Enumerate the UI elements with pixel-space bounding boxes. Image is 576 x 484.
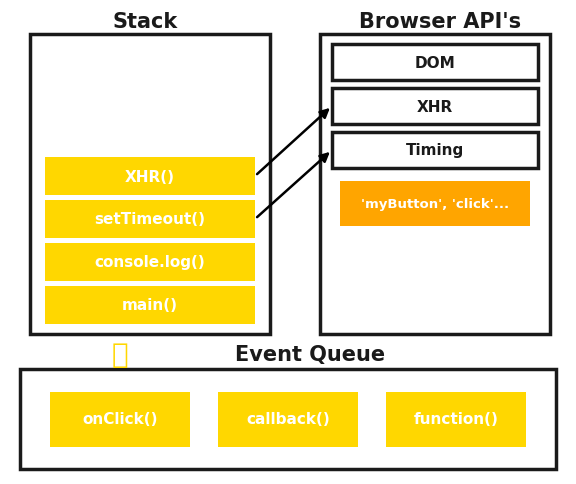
Bar (20, 369, 556, 469)
Bar (332, 45, 538, 81)
Text: Browser API's: Browser API's (359, 12, 521, 32)
Text: setTimeout(): setTimeout() (94, 212, 206, 227)
Bar (30, 35, 270, 334)
Text: callback(): callback() (246, 412, 330, 426)
Text: Timing: Timing (406, 143, 464, 158)
Text: XHR(): XHR() (125, 169, 175, 184)
Text: XHR: XHR (417, 99, 453, 114)
Bar (386, 392, 526, 447)
Text: DOM: DOM (415, 55, 456, 70)
Text: Stack: Stack (112, 12, 177, 32)
Bar (332, 89, 538, 125)
Bar (320, 35, 550, 334)
Bar (45, 158, 255, 196)
Text: 🔄: 🔄 (112, 340, 128, 368)
Text: main(): main() (122, 298, 178, 313)
Bar (332, 133, 538, 168)
Bar (45, 287, 255, 324)
Text: function(): function() (414, 412, 498, 426)
Bar (218, 392, 358, 447)
Text: onClick(): onClick() (82, 412, 158, 426)
Bar (45, 243, 255, 281)
Bar (50, 392, 190, 447)
Bar (340, 182, 530, 227)
Bar (45, 200, 255, 239)
Text: console.log(): console.log() (94, 255, 206, 270)
Text: Event Queue: Event Queue (235, 344, 385, 364)
Text: 'myButton', 'click'...: 'myButton', 'click'... (361, 197, 509, 211)
